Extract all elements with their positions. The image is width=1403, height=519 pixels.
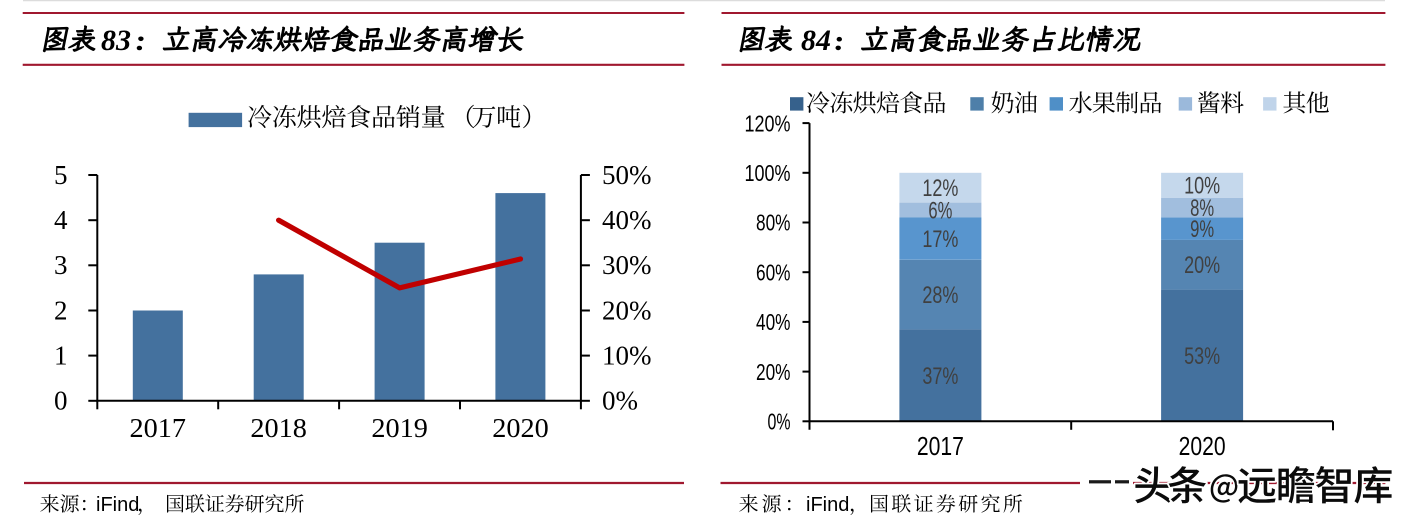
svg-text:30%: 30% [602,250,652,280]
svg-text:40%: 40% [756,309,791,335]
svg-text:6%: 6% [928,198,952,225]
svg-text:2: 2 [54,295,68,325]
svg-text:20%: 20% [602,295,652,325]
svg-text:20%: 20% [756,359,791,385]
svg-text:1: 1 [54,341,68,371]
svg-text:120%: 120% [745,110,791,136]
svg-text:60%: 60% [756,259,791,285]
svg-text:20%: 20% [1184,252,1220,279]
svg-text:2019: 2019 [371,413,428,443]
svg-text:10%: 10% [602,341,652,371]
svg-text:84: 84 [801,24,831,57]
svg-text:40%: 40% [602,205,652,235]
svg-text:2020: 2020 [1179,431,1226,461]
svg-text:0%: 0% [768,409,791,435]
svg-text:2020: 2020 [492,413,549,443]
svg-text:2017: 2017 [917,431,964,461]
svg-text:4: 4 [54,205,68,235]
svg-text:5: 5 [54,160,68,190]
svg-text:83: 83 [101,24,131,57]
svg-text:100%: 100% [745,160,791,186]
svg-text:28%: 28% [922,282,958,309]
svg-text:2018: 2018 [250,413,307,443]
svg-text:2017: 2017 [130,413,187,443]
svg-text:12%: 12% [922,175,958,202]
svg-text:0: 0 [54,386,68,416]
svg-text:53%: 53% [1184,343,1220,370]
svg-text:9%: 9% [1190,216,1214,243]
svg-text:37%: 37% [922,363,958,390]
svg-text:3: 3 [54,250,68,280]
svg-text:10%: 10% [1184,173,1220,200]
svg-text:50%: 50% [602,160,652,190]
svg-text:17%: 17% [922,226,958,253]
svg-text:iFind: iFind [806,494,849,516]
svg-text:iFind: iFind [96,494,139,516]
svg-text:8%: 8% [1190,195,1214,222]
svg-text:80%: 80% [756,210,791,236]
svg-text:0%: 0% [602,386,638,416]
